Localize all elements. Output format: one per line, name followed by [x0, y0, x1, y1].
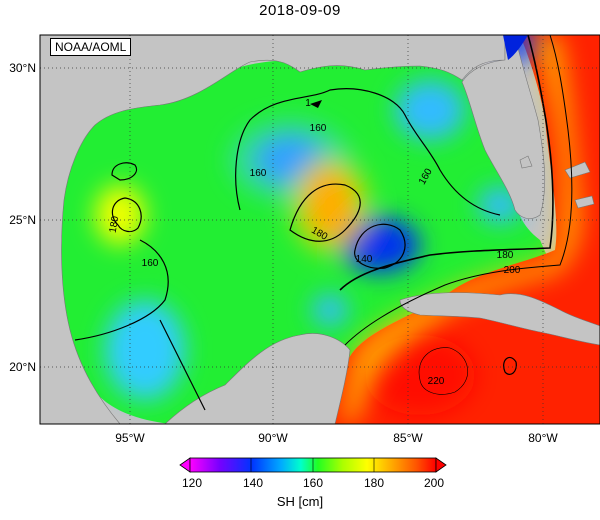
sea-height-field: [40, 35, 600, 424]
axis-labels: 95°W 90°W 85°W 80°W 30°N 25°N 20°N: [9, 61, 558, 445]
contour-label: 1: [305, 98, 311, 109]
lon-tick-label: 95°W: [115, 431, 145, 445]
graticule: [40, 35, 600, 424]
contour-label: 160: [142, 258, 159, 269]
colorbar-tick: 160: [303, 476, 323, 490]
contour-label: 180: [497, 250, 514, 261]
colorbar-tick: 120: [182, 476, 202, 490]
lat-tick-label: 25°N: [9, 213, 36, 227]
lon-tick-label: 80°W: [528, 431, 558, 445]
map-title: 2018-09-09: [259, 2, 341, 19]
contour-label: 160: [250, 168, 267, 179]
colorbar-tick: 140: [243, 476, 263, 490]
lon-tick-label: 85°W: [393, 431, 423, 445]
colorbar-label: SH [cm]: [276, 494, 324, 509]
lon-tick-label: 90°W: [258, 431, 288, 445]
contour-label: 140: [356, 254, 373, 265]
land-masses: [40, 35, 600, 424]
colorbar-min-arrow: [179, 457, 191, 473]
lat-tick-label: 20°N: [9, 360, 36, 374]
colorbar: 120 140 160 180 200: [179, 457, 447, 490]
contours: [74, 35, 573, 411]
contour-label: 180: [108, 215, 122, 234]
plot-border: [39, 34, 600, 425]
lat-tick-label: 30°N: [9, 61, 36, 75]
contour-label: 220: [428, 376, 445, 387]
colorbar-tick: 180: [364, 476, 384, 490]
contour-label: 200: [504, 265, 521, 276]
colorbar-tick: 200: [424, 476, 444, 490]
credit-label: NOAA/AOML: [50, 38, 132, 56]
colorbar-max-arrow: [435, 457, 447, 473]
contour-label: 160: [310, 123, 327, 134]
